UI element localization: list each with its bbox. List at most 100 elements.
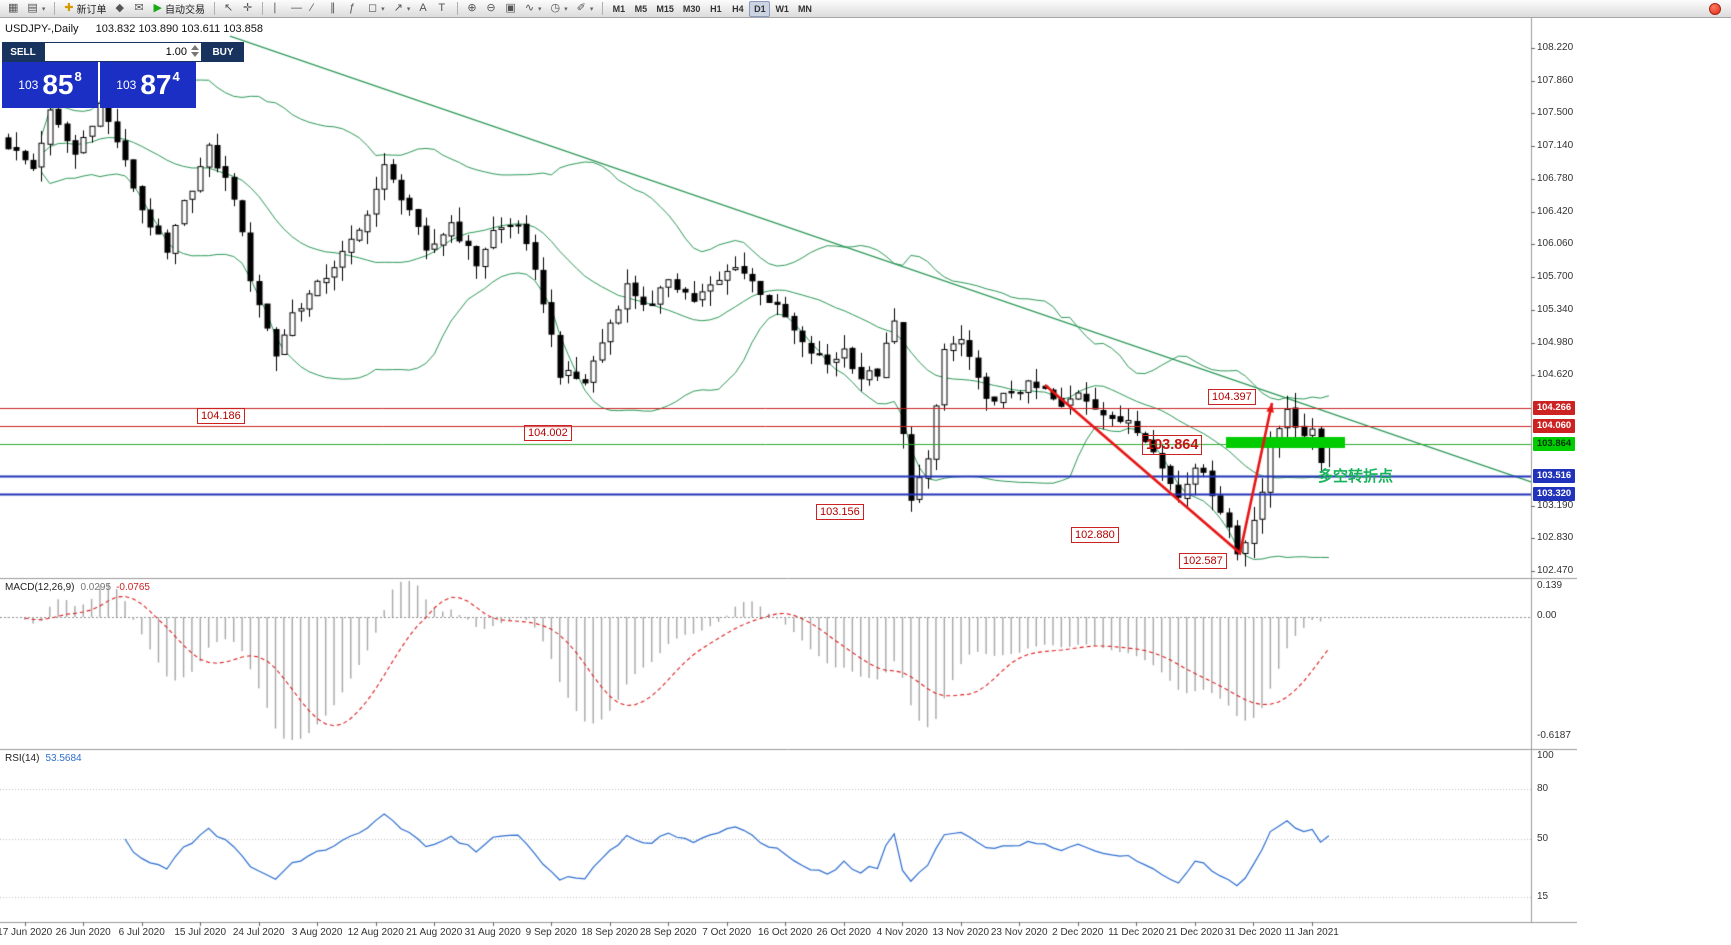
rsi-axis-label: 80 <box>1537 783 1549 794</box>
timeframe-m30-button[interactable]: M30 <box>679 1 705 17</box>
equidistant-channel-icon[interactable]: ∥ <box>326 1 344 17</box>
fibonacci-retracement-icon[interactable]: ƒ <box>345 1 363 17</box>
arrows-icon[interactable]: ↗ ▾ <box>390 1 415 17</box>
timeframe-m1-button[interactable]: M1 <box>608 1 629 17</box>
timeframe-d1-button[interactable]: D1 <box>749 0 771 17</box>
date-label: 3 Aug 2020 <box>291 927 343 938</box>
tile-windows-glyph: ▣ <box>505 2 516 14</box>
price-annotation[interactable]: 104.002 <box>524 425 572 441</box>
price-tick-label: 107.140 <box>1537 140 1574 152</box>
text-label-icon[interactable]: T <box>434 1 452 17</box>
new-order-button[interactable]: ✚ 新订单 <box>60 1 110 17</box>
tile-windows-icon[interactable]: ▣ <box>501 1 519 17</box>
dropdown-arrow-icon: ▾ <box>538 5 542 13</box>
sell-price-bigfigure: 103 <box>18 78 39 92</box>
price-tick-label: 106.420 <box>1537 205 1574 217</box>
crosshair-icon[interactable]: ✛ <box>239 1 257 17</box>
price-tick-label: 106.060 <box>1537 238 1574 250</box>
indicators-list-glyph: ∿ <box>524 2 535 14</box>
crosshair-glyph: ✛ <box>243 2 253 14</box>
horizontal-line-icon[interactable]: ― <box>287 1 306 17</box>
sell-button[interactable]: SELL <box>2 42 44 62</box>
chart-window: 104.186 104.002 103.156 104.397 103.864 102.8… <box>0 18 1577 945</box>
toolbar: ▦ ▤ ▾ ✚ 新订单 ◆ ✉ ▶ 自动交易 ↖ ✛ ∣ ― ∕ ∥ ƒ ◻ ▾ ↗ ▾ A T ⊕ ⊖ ▣ ∿ ▾ ◷ ▾ ✐ ▾ M1 M5… <box>0 0 1731 18</box>
vertical-line-icon[interactable]: ∣ <box>268 1 286 17</box>
timeframe-m5-button[interactable]: M5 <box>630 1 651 17</box>
profiles-glyph: ▤ <box>27 2 38 14</box>
price-axis-tag: 104.266 <box>1533 400 1575 415</box>
date-label: 11 Dec 2020 <box>1108 927 1165 938</box>
toolbar-label: M15 <box>656 3 674 14</box>
auto-trading-button[interactable]: ▶ 自动交易 <box>150 1 209 17</box>
trendline-glyph: ∕ <box>311 2 313 14</box>
toolbar-label: M5 <box>634 3 648 14</box>
shapes-glyph: ◻ <box>368 2 378 14</box>
toolbar-separator <box>214 2 216 15</box>
chart-symbol-period: USDJPY-,Daily <box>5 23 79 35</box>
new-chart-glyph: ▦ <box>8 2 19 14</box>
price-tick-label: 105.700 <box>1537 271 1574 283</box>
price-axis[interactable]: 108.220 107.860 107.500 107.140 106.780 106.4… <box>1531 18 1577 945</box>
price-annotation[interactable]: 104.186 <box>197 408 245 424</box>
toolbar-label: M30 <box>682 3 701 14</box>
zoom-in-icon[interactable]: ⊕ <box>463 1 481 17</box>
timeframe-m15-button[interactable]: M15 <box>652 1 678 17</box>
trendline-icon[interactable]: ∕ <box>307 1 325 17</box>
volume-spinner[interactable] <box>191 45 199 57</box>
zoom-out-glyph: ⊖ <box>486 2 496 14</box>
one-click-trading-panel: SELL BUY 103 85 8 103 87 <box>2 42 244 108</box>
timeframe-h1-button[interactable]: H1 <box>705 1 726 17</box>
timeframe-h4-button[interactable]: H4 <box>727 1 748 17</box>
price-tick-label: 104.980 <box>1537 336 1574 348</box>
price-annotation[interactable]: 102.880 <box>1071 527 1119 543</box>
indicators-list-icon[interactable]: ∿ ▾ <box>521 1 546 17</box>
templates-icon[interactable]: ✐ ▾ <box>573 1 598 17</box>
timeframe-w1-button[interactable]: W1 <box>771 1 793 17</box>
timeframe-mn-button[interactable]: MN <box>794 1 816 17</box>
price-annotation[interactable]: 103.864 <box>1142 435 1203 455</box>
date-label: 9 Sep 2020 <box>525 927 577 938</box>
rsi-indicator-label: RSI(14) 53.5684 <box>5 753 82 764</box>
price-chart-canvas[interactable] <box>0 18 1577 945</box>
text-icon[interactable]: A <box>415 1 433 17</box>
templates-glyph: ✐ <box>576 2 586 14</box>
new-chart-icon[interactable]: ▦ <box>4 1 22 17</box>
date-label: 28 Sep 2020 <box>639 927 697 938</box>
profiles-icon[interactable]: ▤ ▾ <box>23 1 49 17</box>
dropdown-arrow-icon: ▾ <box>381 5 385 13</box>
date-label: 2 Dec 2020 <box>1052 927 1104 938</box>
price-annotation[interactable]: 104.397 <box>1208 389 1256 405</box>
chart-text-annotation[interactable]: 多空转折点 <box>1318 468 1394 485</box>
expert-advisors-icon[interactable]: ◆ <box>112 1 130 17</box>
toolbar-label: H4 <box>732 3 744 14</box>
toolbar-separator <box>457 2 459 15</box>
price-tick-label: 105.340 <box>1537 303 1574 315</box>
chart-overlays: 104.186 104.002 103.156 104.397 103.864 102.8… <box>0 18 1577 945</box>
messages-icon[interactable]: ✉ <box>131 1 149 17</box>
periods-icon[interactable]: ◷ ▾ <box>547 1 572 17</box>
cursor-icon[interactable]: ↖ <box>220 1 238 17</box>
buy-button[interactable]: BUY <box>202 42 244 62</box>
buy-price-display[interactable]: 103 87 4 <box>100 62 196 108</box>
volume-input[interactable] <box>45 43 201 61</box>
date-label: 7 Oct 2020 <box>702 927 752 938</box>
text-label-glyph: T <box>438 2 446 14</box>
macd-signal-value: -0.0765 <box>116 582 150 593</box>
time-axis[interactable]: 17 Jun 2020 26 Jun 2020 6 Jul 2020 15 Jul 2… <box>0 922 1531 945</box>
date-label: 18 Sep 2020 <box>581 927 639 938</box>
price-annotation[interactable]: 102.587 <box>1179 553 1227 569</box>
toolbar-separator <box>602 2 604 15</box>
date-label: 11 Jan 2021 <box>1284 927 1339 938</box>
fibonacci-retracement-glyph: ƒ <box>349 2 356 14</box>
spin-down-icon[interactable] <box>191 52 199 57</box>
macd-axis-label: 0.139 <box>1537 580 1563 591</box>
chart-header: USDJPY-,Daily 103.832 103.890 103.611 10… <box>5 23 263 35</box>
shapes-icon[interactable]: ◻ ▾ <box>364 1 389 17</box>
zoom-out-icon[interactable]: ⊖ <box>482 1 500 17</box>
dropdown-arrow-icon: ▾ <box>589 5 594 13</box>
sell-price-display[interactable]: 103 85 8 <box>2 62 98 108</box>
spin-up-icon[interactable] <box>191 45 199 50</box>
notification-icon[interactable] <box>1709 2 1721 15</box>
price-annotation[interactable]: 103.156 <box>816 504 864 520</box>
